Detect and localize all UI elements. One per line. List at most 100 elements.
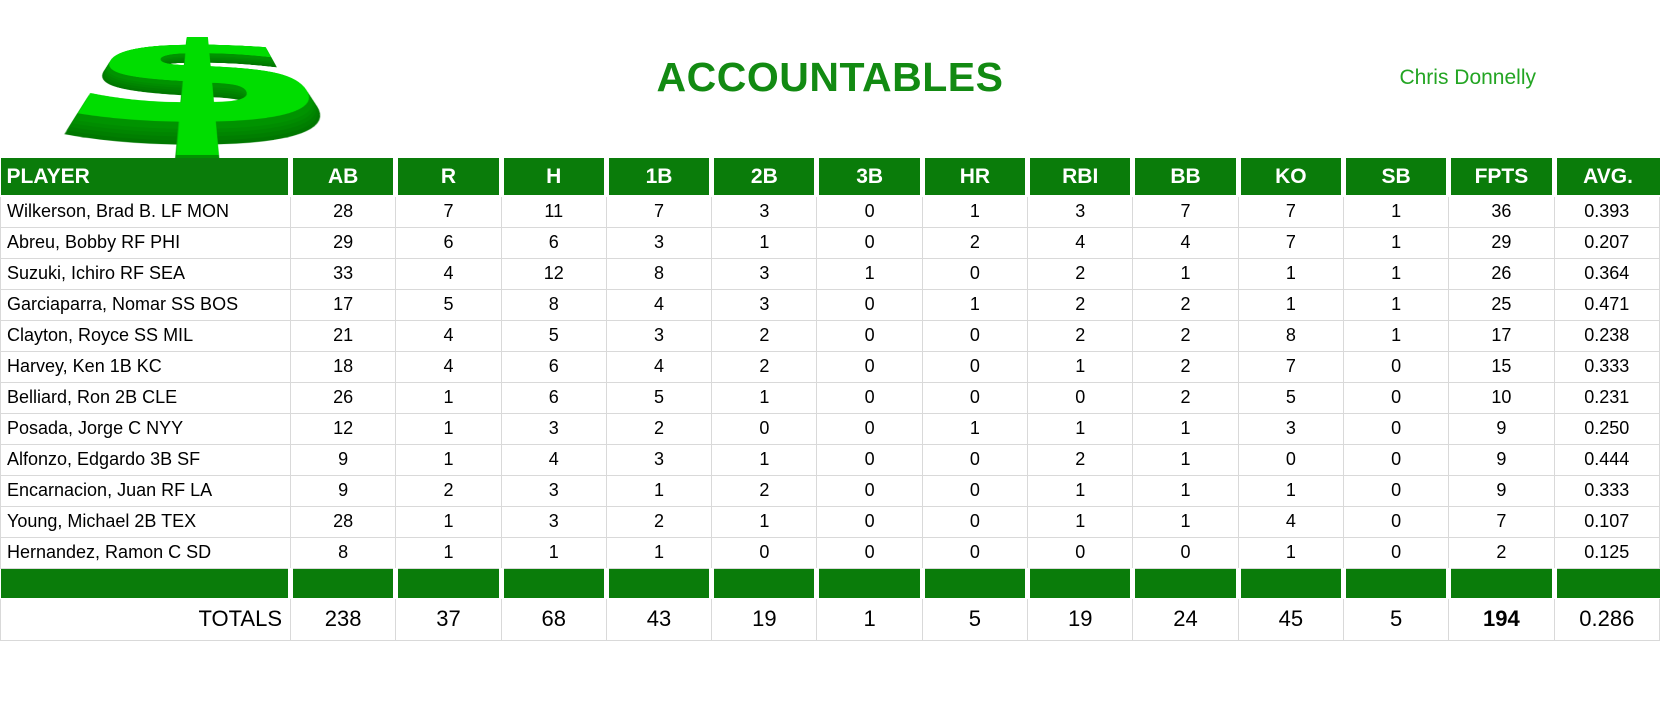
player-name-cell: Harvey, Ken 1B KC xyxy=(0,350,291,383)
stat-cell: 0 xyxy=(1342,536,1450,569)
separator-cell xyxy=(816,567,925,599)
column-header-stat: KO xyxy=(1238,158,1346,197)
stat-cell: 0 xyxy=(816,381,923,414)
stat-cell: 1 xyxy=(1132,505,1239,538)
stat-cell: 28 xyxy=(289,195,397,228)
stat-cell: 3 xyxy=(605,226,713,259)
stat-cell: 1 xyxy=(1237,288,1344,321)
report-header: $ ACCOUNTABLES Chris Donnelly xyxy=(0,0,1660,162)
stat-cell: 0 xyxy=(921,443,1029,476)
stat-cell: 26 xyxy=(289,381,397,414)
separator-row xyxy=(0,567,1660,599)
totals-stat-cell: 24 xyxy=(1132,598,1239,641)
stat-cell: 0 xyxy=(711,412,818,445)
stat-cell: 0.125 xyxy=(1553,536,1660,569)
table-row: Encarnacion, Juan RF LA 9 2 3 1 2 0 0 1 1 1 0 9 0.333 xyxy=(0,474,1660,507)
totals-stat-cell: 194 xyxy=(1448,598,1555,641)
stat-cell: 4 xyxy=(395,257,502,290)
stat-cell: 1 xyxy=(395,536,502,569)
stat-cell: 1 xyxy=(711,443,818,476)
stat-cell: 0 xyxy=(1027,536,1134,569)
stat-cell: 0 xyxy=(921,319,1029,352)
column-header-stat: SB xyxy=(1343,158,1452,197)
stat-cell: 0.393 xyxy=(1553,195,1660,228)
stat-cell: 6 xyxy=(500,226,607,259)
stat-cell: 0 xyxy=(1342,350,1450,383)
stat-cell: 2 xyxy=(1132,381,1239,414)
separator-cell xyxy=(290,567,399,599)
column-header-stat: FPTS xyxy=(1448,158,1557,197)
separator-cell xyxy=(1343,567,1452,599)
stat-cell: 10 xyxy=(1448,381,1555,414)
stat-cell: 8 xyxy=(500,288,607,321)
totals-stat-cell: 1 xyxy=(816,598,923,641)
separator-cell xyxy=(922,567,1031,599)
stat-cell: 1 xyxy=(395,381,502,414)
player-name-cell: Encarnacion, Juan RF LA xyxy=(0,474,291,507)
stat-cell: 0 xyxy=(816,288,923,321)
stat-cell: 3 xyxy=(711,195,818,228)
table-footer: TOTALS 238 37 68 43 19 1 5 19 24 45 5 194 0.286 xyxy=(0,567,1660,641)
stat-cell: 0.444 xyxy=(1553,443,1660,476)
stat-cell: 0 xyxy=(816,536,923,569)
stat-cell: 0 xyxy=(1342,381,1450,414)
stat-cell: 0 xyxy=(816,195,923,228)
stat-cell: 3 xyxy=(500,474,607,507)
stat-cell: 6 xyxy=(500,381,607,414)
stat-cell: 0 xyxy=(1237,443,1344,476)
stat-cell: 0 xyxy=(1342,412,1450,445)
column-header-stat: 2B xyxy=(711,158,820,197)
table-row: Garciaparra, Nomar SS BOS 17 5 8 4 3 0 1 2 2 1 1 25 0… xyxy=(0,288,1660,321)
player-name-cell: Clayton, Royce SS MIL xyxy=(0,319,291,352)
stat-cell: 4 xyxy=(1237,505,1344,538)
table-row: Wilkerson, Brad B. LF MON 28 7 11 7 3 0 1 3 7 7 1 36… xyxy=(0,195,1660,228)
totals-row: TOTALS 238 37 68 43 19 1 5 19 24 45 5 194 0.286 xyxy=(0,598,1660,641)
stat-cell: 3 xyxy=(605,443,713,476)
stat-cell: 0 xyxy=(921,536,1029,569)
column-header-stat: AB xyxy=(290,158,399,197)
totals-stat-cell: 19 xyxy=(1027,598,1134,641)
stat-cell: 0 xyxy=(1027,381,1134,414)
stat-cell: 1 xyxy=(711,381,818,414)
stat-cell: 7 xyxy=(1448,505,1555,538)
player-name-cell: Alfonzo, Edgardo 3B SF xyxy=(0,443,291,476)
stat-cell: 1 xyxy=(1342,319,1450,352)
stat-cell: 12 xyxy=(500,257,607,290)
stat-cell: 1 xyxy=(1237,474,1344,507)
totals-stat-cell: 5 xyxy=(1342,598,1450,641)
stat-cell: 0 xyxy=(921,350,1029,383)
stat-cell: 1 xyxy=(1342,226,1450,259)
stat-cell: 2 xyxy=(1448,536,1555,569)
stat-cell: 3 xyxy=(711,288,818,321)
stat-cell: 0.364 xyxy=(1553,257,1660,290)
stat-cell: 0 xyxy=(711,536,818,569)
stat-cell: 1 xyxy=(395,505,502,538)
player-name-cell: Hernandez, Ramon C SD xyxy=(0,536,291,569)
stat-cell: 7 xyxy=(1132,195,1239,228)
table-row: Belliard, Ron 2B CLE 26 1 6 5 1 0 0 0 2 5 0 10 0.231 xyxy=(0,381,1660,414)
stat-cell: 2 xyxy=(395,474,502,507)
stat-cell: 1 xyxy=(605,536,713,569)
player-name-cell: Young, Michael 2B TEX xyxy=(0,505,291,538)
stat-cell: 6 xyxy=(395,226,502,259)
stat-cell: 1 xyxy=(1132,257,1239,290)
separator-cell xyxy=(1554,567,1660,599)
author-name: Chris Donnelly xyxy=(1399,66,1536,89)
stat-cell: 1 xyxy=(921,412,1029,445)
stat-cell: 1 xyxy=(1342,288,1450,321)
totals-stat-cell: 68 xyxy=(500,598,607,641)
table-row: Posada, Jorge C NYY 12 1 3 2 0 0 1 1 1 3 0 9 0.250 xyxy=(0,412,1660,445)
column-header-stat: BB xyxy=(1132,158,1241,197)
stat-cell: 17 xyxy=(289,288,397,321)
stat-cell: 3 xyxy=(605,319,713,352)
player-name-cell: Suzuki, Ichiro RF SEA xyxy=(0,257,291,290)
stat-cell: 0.107 xyxy=(1553,505,1660,538)
stat-cell: 21 xyxy=(289,319,397,352)
stat-cell: 2 xyxy=(1027,257,1134,290)
stat-cell: 2 xyxy=(711,350,818,383)
table-body: Wilkerson, Brad B. LF MON 28 7 11 7 3 0 1 3 7 7 1 36… xyxy=(0,195,1660,569)
stat-cell: 0.207 xyxy=(1553,226,1660,259)
stat-cell: 36 xyxy=(1448,195,1555,228)
stat-cell: 9 xyxy=(289,474,397,507)
stat-cell: 4 xyxy=(605,288,713,321)
